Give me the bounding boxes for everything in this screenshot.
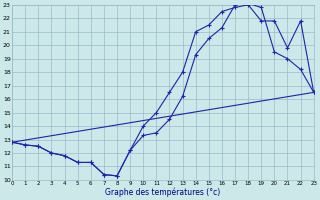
X-axis label: Graphe des températures (°c): Graphe des températures (°c)	[105, 188, 220, 197]
